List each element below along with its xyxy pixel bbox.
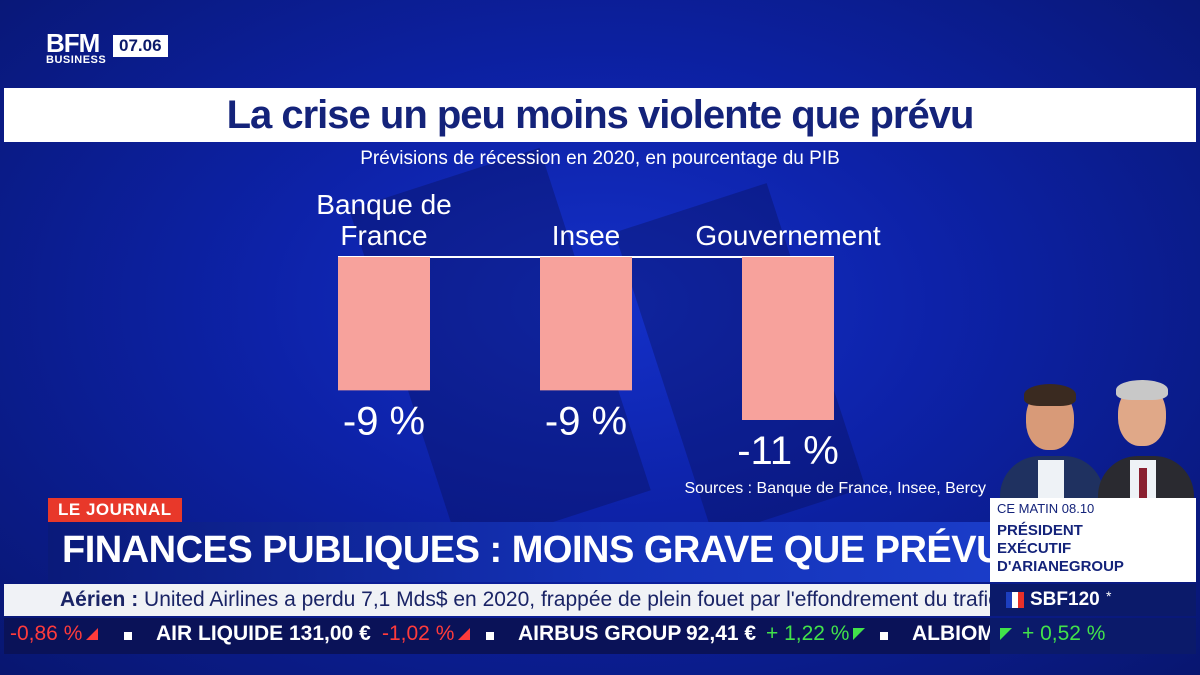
chart-subtitle: Prévisions de récession en 2020, en pour…: [360, 148, 840, 169]
value-label: -9 %: [545, 399, 627, 443]
logo-sub: BUSINESS: [46, 54, 107, 66]
ticker-separator: [124, 632, 132, 640]
channel-logo: BFM BUSINESS: [46, 28, 107, 66]
value-label: -9 %: [343, 399, 425, 443]
headline-band: [48, 522, 990, 582]
ticker-price: 92,41 €: [686, 622, 757, 645]
category-label: Insee: [552, 220, 621, 251]
index-box: [990, 584, 1196, 616]
news-body: United Airlines a perdu 7,1 Mds$ en 2020…: [144, 588, 1005, 611]
bar: [540, 257, 632, 391]
news-topic: Aérien :: [60, 588, 139, 611]
ticker-change: + 1,22 %: [766, 622, 866, 646]
france-flag-icon: [1006, 592, 1024, 608]
clock: 07.06: [113, 35, 168, 57]
category-label: France: [340, 220, 427, 251]
guest-person: [1094, 378, 1196, 500]
index-value-box: [990, 618, 1196, 654]
chart-title: La crise un peu moins violente que prévu: [226, 92, 975, 137]
bar: [742, 257, 834, 420]
ticker-price: 131,00 €: [289, 622, 371, 645]
ticker-change: -0,86 %: [10, 622, 99, 646]
news-ticker: [4, 584, 990, 616]
logo-main: BFM: [46, 28, 100, 58]
up-arrow-icon: [1000, 628, 1012, 641]
value-label: -11 %: [737, 429, 839, 473]
ticker-change: -1,02 %: [382, 622, 471, 646]
ticker-separator: [486, 632, 494, 640]
show-box: [990, 498, 1196, 582]
show-line: PRÉSIDENT: [997, 522, 1083, 539]
index-star: *: [1106, 588, 1112, 604]
show-line: EXÉCUTIF: [997, 540, 1072, 557]
show-line: D'ARIANEGROUP: [997, 558, 1124, 575]
down-arrow-icon: [458, 628, 471, 641]
down-arrow-icon: [86, 628, 99, 641]
index-name: SBF120: [1030, 589, 1100, 610]
ticker-separator: [880, 632, 888, 640]
ticker-name: ALBIOM: [912, 622, 995, 645]
show-text: PRÉSIDENT EXÉCUTIF D'ARIANEGROUP: [997, 522, 1192, 576]
ticker-name: AIRBUS GROUP: [518, 622, 682, 645]
guest-video: [990, 378, 1196, 500]
category-label: Gouvernement: [695, 220, 880, 251]
ticker-name: AIR LIQUIDE: [156, 622, 284, 645]
title-band: La crise un peu moins violente que prévu: [4, 88, 1196, 142]
show-time: CE MATIN 08.10: [997, 501, 1095, 516]
guest-person: [994, 378, 1110, 500]
category-label: Banque de: [316, 189, 451, 220]
chart-sources: Sources : Banque de France, Insee, Bercy: [684, 480, 987, 497]
bar: [338, 257, 430, 391]
news-ticker-text: Aérien : United Airlines a perdu 7,1 Mds…: [60, 588, 1005, 612]
journal-badge: LE JOURNAL: [48, 498, 182, 522]
index-change: + 0,52 %: [1000, 622, 1105, 646]
headline: FINANCES PUBLIQUES : MOINS GRAVE QUE PRÉ…: [62, 529, 1004, 571]
up-arrow-icon: [853, 628, 866, 641]
